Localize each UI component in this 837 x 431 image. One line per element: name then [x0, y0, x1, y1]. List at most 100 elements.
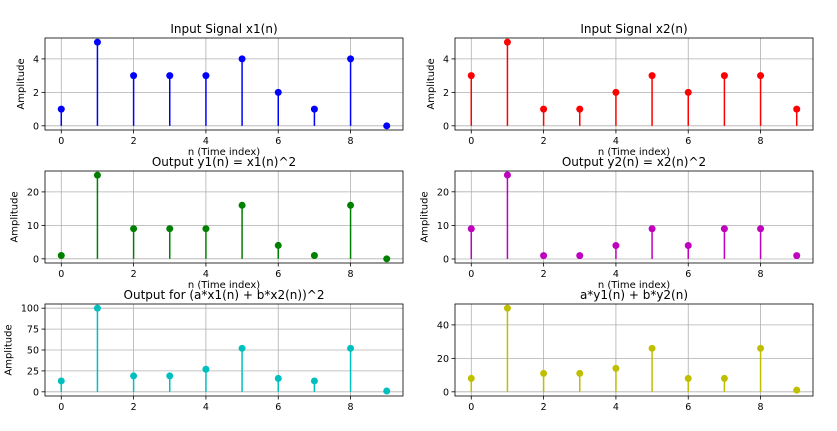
data-point: [383, 387, 391, 395]
subplot-title: Input Signal x1(n): [170, 22, 277, 36]
data-point: [467, 374, 475, 382]
data-point: [130, 225, 138, 233]
data-point: [648, 72, 656, 80]
subplot-title: Output y1(n) = x1(n)^2: [152, 155, 296, 169]
y-axis-label: Amplitude: [420, 191, 431, 242]
x-tick-label: 4: [203, 269, 209, 280]
data-point: [612, 242, 620, 250]
data-point: [720, 72, 728, 80]
x-tick-label: 4: [613, 402, 619, 413]
data-point: [612, 88, 620, 96]
data-point: [720, 374, 728, 382]
data-point: [467, 72, 475, 80]
data-point: [202, 225, 210, 233]
x-tick-label: 2: [541, 136, 547, 147]
data-point: [57, 251, 65, 259]
subplot-title: Input Signal x2(n): [580, 22, 687, 36]
y-tick-label: 10: [437, 221, 449, 232]
data-point: [93, 38, 101, 46]
data-point: [310, 377, 318, 385]
axes-frame: [454, 303, 814, 397]
x-tick-label: 8: [348, 269, 354, 280]
data-point: [684, 374, 692, 382]
x-tick-label: 2: [131, 269, 137, 280]
y-axis-label: Amplitude: [3, 324, 14, 375]
x-tick-label: 6: [685, 269, 691, 280]
subplot-4: 0 2 4 6 8 0 10 20 Output y2(n) = x2(n)^2 n (Time …: [420, 155, 814, 291]
x-axis-label: n (Time index): [598, 147, 670, 158]
data-point: [130, 72, 138, 80]
y-tick-label: 20: [437, 187, 449, 198]
data-point: [238, 55, 246, 63]
x-tick-label: 6: [275, 402, 281, 413]
data-point: [130, 372, 138, 380]
data-point: [166, 72, 174, 80]
y-tick-label: 2: [443, 88, 449, 99]
data-point: [347, 55, 355, 63]
axes-frame: [454, 170, 814, 264]
data-point: [503, 304, 511, 312]
subplot-6: 0 2 4 6 8 0 20 40 a*y1(n) + b*y2(n): [437, 288, 814, 413]
y-tick-label: 40: [437, 320, 449, 331]
y-axis-label: Amplitude: [16, 58, 27, 109]
data-point: [347, 201, 355, 209]
data-point: [310, 105, 318, 113]
y-tick-label: 0: [33, 121, 39, 132]
data-point: [274, 88, 282, 96]
data-point: [648, 225, 656, 233]
data-point: [57, 377, 65, 385]
x-tick-label: 6: [275, 136, 281, 147]
subplot-title: Output y2(n) = x2(n)^2: [562, 155, 706, 169]
data-point: [503, 171, 511, 179]
data-point: [576, 369, 584, 377]
data-point: [310, 251, 318, 259]
x-tick-label: 8: [758, 136, 764, 147]
x-tick-label: 8: [758, 269, 764, 280]
data-point: [612, 364, 620, 372]
data-point: [383, 122, 391, 130]
data-point: [793, 252, 801, 260]
x-tick-label: 4: [203, 402, 209, 413]
data-point: [757, 225, 765, 233]
y-tick-label: 0: [443, 254, 449, 265]
x-tick-label: 6: [685, 136, 691, 147]
x-axis-label: n (Time index): [188, 280, 260, 291]
data-point: [238, 201, 246, 209]
y-tick-label: 20: [437, 354, 449, 365]
x-tick-label: 8: [758, 402, 764, 413]
data-point: [274, 241, 282, 249]
data-point: [93, 304, 101, 312]
x-tick-label: 6: [275, 269, 281, 280]
y-tick-label: 0: [443, 387, 449, 398]
data-point: [648, 344, 656, 352]
y-tick-label: 0: [33, 254, 39, 265]
y-tick-label: 2: [33, 88, 39, 99]
subplot-title: Output for (a*x1(n) + b*x2(n))^2: [124, 288, 325, 302]
x-tick-label: 0: [58, 269, 64, 280]
y-tick-label: 20: [27, 187, 39, 198]
y-tick-label: 0: [33, 387, 39, 398]
x-tick-label: 6: [685, 402, 691, 413]
x-tick-label: 2: [131, 136, 137, 147]
data-point: [576, 252, 584, 260]
data-point: [166, 225, 174, 233]
data-point: [540, 369, 548, 377]
subplot-title: a*y1(n) + b*y2(n): [580, 288, 688, 302]
x-tick-label: 4: [203, 136, 209, 147]
subplot-3: 0 2 4 6 8 0 10 20 Output y1(n) = x1(n)^2 n (Time …: [10, 155, 404, 291]
x-tick-label: 8: [348, 136, 354, 147]
data-point: [757, 344, 765, 352]
x-axis-label: n (Time index): [188, 147, 260, 158]
data-point: [684, 242, 692, 250]
data-point: [467, 225, 475, 233]
data-point: [576, 105, 584, 113]
y-tick-label: 4: [443, 54, 449, 65]
y-tick-label: 75: [27, 325, 39, 336]
data-point: [720, 225, 728, 233]
y-tick-label: 10: [27, 221, 39, 232]
data-point: [684, 88, 692, 96]
axes-frame: [44, 170, 404, 264]
data-point: [347, 344, 355, 352]
x-tick-label: 2: [541, 269, 547, 280]
